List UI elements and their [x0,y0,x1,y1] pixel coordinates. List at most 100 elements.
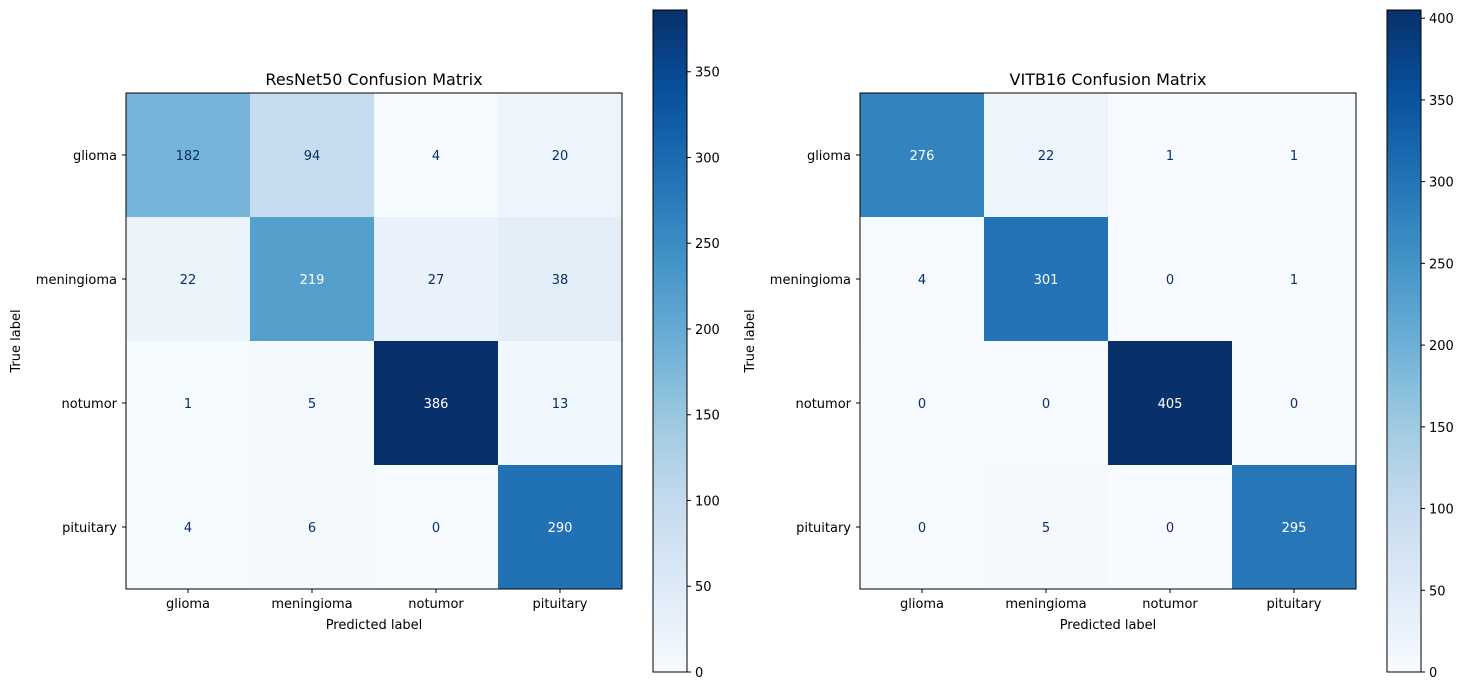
x-tick-label: glioma [166,597,210,612]
x-tick-label: meningioma [1005,597,1086,612]
x-tick-label: notumor [408,597,464,612]
cell-value-label: 386 [424,397,449,412]
heatmap-cell [984,465,1109,590]
cell-value-label: 1 [1290,149,1298,164]
heatmap-cell [1232,341,1357,466]
cell-value-label: 0 [432,521,440,536]
colorbar-tick-label: 250 [695,237,720,252]
colorbar-tick-label: 150 [1429,421,1454,436]
cell-value-label: 22 [180,273,197,288]
y-tick-label: meningioma [36,273,117,288]
cell-value-label: 4 [432,149,440,164]
heatmap-cell [374,341,499,466]
cell-value-label: 1 [1166,149,1174,164]
x-tick-label: notumor [1142,597,1198,612]
colorbar-tick-label: 300 [695,151,720,166]
heatmap-cell [498,465,623,590]
y-axis-ticks: glioma meningioma notumor pituitary [770,149,860,536]
cell-value-label: 0 [1290,397,1298,412]
colorbar-tick-label: 350 [1429,94,1454,109]
cell-value-label: 4 [918,273,926,288]
cell-value-label: 276 [910,149,935,164]
cell-value-label: 182 [176,149,201,164]
cell-value-label: 290 [548,521,573,536]
cell-value-label: 5 [308,397,316,412]
heatmap-cell [1232,465,1357,590]
colorbar-tick-label: 0 [1429,666,1437,681]
cell-value-label: 27 [428,273,445,288]
cell-value-label: 0 [1166,273,1174,288]
heatmap-cell [498,217,623,342]
colorbar-tick-label: 350 [695,66,720,81]
cell-value-label: 295 [1282,521,1307,536]
y-tick-label: glioma [807,149,851,164]
colorbar-tick-label: 0 [695,666,703,681]
colorbar [652,9,688,673]
x-tick-label: pituitary [1267,597,1322,612]
cell-value-label: 0 [1042,397,1050,412]
chart-title: ResNet50 Confusion Matrix [265,70,482,89]
colorbar-tick-label: 150 [695,409,720,424]
heatmap-cell [126,465,251,590]
colorbar-tick-label: 250 [1429,257,1454,272]
x-axis-ticks: glioma meningioma notumor pituitary [166,589,588,612]
cell-value-label: 5 [1042,521,1050,536]
heatmap-cell [374,217,499,342]
chart-title: VITB16 Confusion Matrix [1010,70,1207,89]
heatmap-cell [860,341,985,466]
cell-value-label: 13 [552,397,569,412]
x-axis-label: Predicted label [1060,618,1157,633]
y-tick-label: glioma [73,149,117,164]
y-tick-label: pituitary [796,521,851,536]
heatmap-cell [1232,217,1357,342]
y-axis-label: True label [743,309,758,373]
colorbar-tick-label: 200 [1429,339,1454,354]
colorbar-tick-label: 50 [695,580,712,595]
plot-frame [859,92,1357,590]
colorbar-tick-label: 400 [1429,12,1454,27]
y-tick-label: pituitary [62,521,117,536]
cell-value-label: 0 [1166,521,1174,536]
heatmap-cell [1108,465,1233,590]
heatmap-cell [860,217,985,342]
cell-value-label: 94 [304,149,321,164]
heatmap-cell [498,341,623,466]
cell-value-label: 405 [1158,397,1183,412]
cell-value-label: 20 [552,149,569,164]
heatmap-cell [498,93,623,218]
chart-panel-resnet50: ResNet50 Confusion Matrix 182 94 4 20 22 219 2… [9,9,720,681]
y-axis-label: True label [9,309,24,373]
x-tick-label: meningioma [271,597,352,612]
heatmap-cell [1232,93,1357,218]
cell-value-label: 0 [918,521,926,536]
heatmap-cells: 276 22 1 1 4 301 0 1 0 0 405 0 0 5 0 295 [860,93,1357,590]
heatmap-cell [860,465,985,590]
x-axis-ticks: glioma meningioma notumor pituitary [900,589,1322,612]
colorbar-ticks: 0 50 100 150 200 250 300 350 [687,66,720,681]
heatmap-cell [984,93,1109,218]
heatmap-cell [984,341,1109,466]
colorbar-tick-label: 200 [695,323,720,338]
cell-value-label: 0 [918,397,926,412]
heatmap-cell [250,465,375,590]
colorbar-ticks: 0 50 100 150 200 250 300 350 400 [1421,12,1454,681]
y-tick-label: meningioma [770,273,851,288]
cell-value-label: 301 [1034,273,1059,288]
heatmap-cell [1108,341,1233,466]
cell-value-label: 38 [552,273,569,288]
colorbar [1386,9,1422,673]
heatmap-cell [860,93,985,218]
heatmap-cell [1108,217,1233,342]
colorbar-tick-label: 300 [1429,176,1454,191]
heatmap-cell [250,217,375,342]
cell-value-label: 1 [184,397,192,412]
cell-value-label: 22 [1038,149,1055,164]
cell-value-label: 4 [184,521,192,536]
y-tick-label: notumor [62,397,118,412]
cell-value-label: 6 [308,521,316,536]
colorbar-tick-label: 100 [695,494,720,509]
y-tick-label: notumor [796,397,852,412]
heatmap-cell [126,341,251,466]
heatmap-cell [250,93,375,218]
